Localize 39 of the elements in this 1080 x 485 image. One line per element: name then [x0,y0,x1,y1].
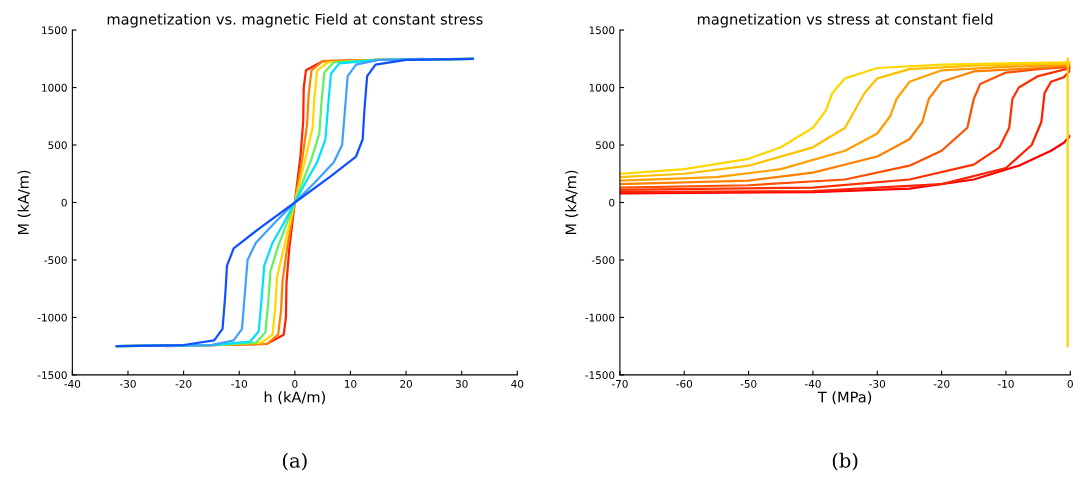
x-tick-label: -20 [175,379,192,388]
x-tick-label: -50 [740,379,757,388]
y-tick-label: 500 [48,141,67,150]
text: (a) [282,452,307,471]
y-tick-label: 1500 [42,26,67,35]
x-axis-title: T (MPa) [817,391,872,405]
y-tick-label: -500 [591,256,615,265]
x-tick-label: 10 [344,379,357,388]
y-axis-title: M (kA/m) [17,170,31,235]
x-tick-label: 20 [400,379,413,388]
y-tick-label: -1500 [37,371,67,380]
y-tick-label: 1500 [589,26,615,35]
y-tick-label: 0 [609,198,615,207]
x-tick-label: -20 [933,379,950,388]
chart-title: magnetization vs stress at constant field [697,13,993,28]
y-tick-label: -1000 [585,313,615,322]
text: (b) [832,452,858,471]
x-tick-label: 0 [292,379,298,388]
x-tick-label: 40 [511,379,524,388]
y-tick-label: -500 [44,256,67,265]
y-axis-title: M (kA/m) [565,170,579,235]
y-tick-label: 1000 [42,83,67,92]
x-tick-label: -40 [64,379,81,388]
y-tick-label: -1000 [37,313,67,322]
x-axis-title: h (kA/m) [264,391,325,405]
x-tick-label: 0 [1067,379,1073,388]
x-tick-label: -30 [869,379,886,388]
y-tick-label: 0 [61,198,67,207]
y-tick-label: 500 [595,141,615,150]
x-tick-label: 30 [455,379,468,388]
x-tick-label: -60 [676,379,693,388]
y-tick-label: 1000 [589,83,615,92]
x-tick-label: -40 [804,379,821,388]
x-tick-label: -10 [231,379,248,388]
x-tick-label: -70 [611,379,628,388]
chart-title: magnetization vs. magnetic Field at constant stress [107,13,483,28]
x-tick-label: -10 [997,379,1014,388]
x-tick-label: -30 [119,379,136,388]
y-tick-label: -1500 [585,371,615,380]
